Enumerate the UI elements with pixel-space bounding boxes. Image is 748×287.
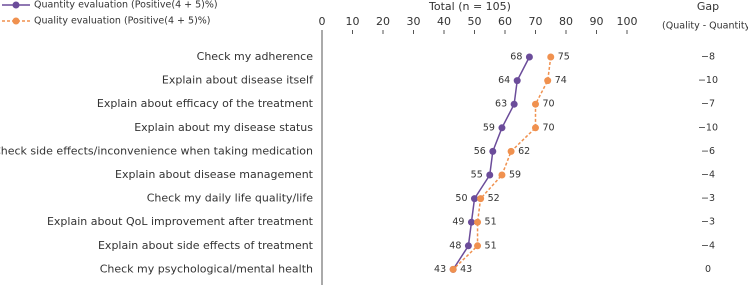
gap-subtitle: (Quality - Quantity) (662, 21, 748, 32)
category-label: Explain about disease itself (162, 74, 314, 87)
point (486, 171, 494, 179)
x-tick-label: 0 (319, 15, 326, 28)
data-label: 62 (518, 146, 530, 157)
point (474, 242, 482, 250)
data-label: 43 (434, 264, 446, 275)
data-label: 50 (455, 193, 467, 204)
gap-label: −3 (701, 217, 715, 228)
point (498, 124, 506, 132)
data-label: 51 (485, 217, 497, 228)
chart-title: Total (n = 105) (428, 0, 511, 13)
point (474, 218, 482, 226)
category-label: Explain about disease management (115, 168, 314, 181)
gap-title: Gap (697, 0, 719, 13)
point (489, 147, 497, 155)
point (467, 218, 475, 226)
gap-label: −8 (701, 52, 715, 63)
category-label: Explain about QoL improvement after trea… (47, 215, 314, 228)
data-label: 74 (555, 75, 567, 86)
category-label: Check my adherence (197, 50, 314, 63)
data-label: 52 (488, 193, 500, 204)
gap-label: −4 (701, 240, 715, 251)
point (532, 100, 539, 108)
series-line (452, 56, 531, 270)
point (498, 171, 506, 179)
data-label: 43 (460, 264, 472, 275)
series-line (452, 56, 552, 270)
legend-marker (12, 17, 20, 25)
data-label: 70 (543, 99, 555, 110)
data-label: 59 (483, 122, 495, 133)
category-label: Explain about side effects of treatment (98, 239, 314, 252)
data-label: 63 (495, 99, 507, 110)
data-label: 70 (543, 122, 555, 133)
category-label: Explain about my disease status (134, 121, 313, 134)
point (525, 53, 533, 61)
x-tick-label: 80 (559, 15, 573, 28)
category-label: Explain about efficacy of the treatment (97, 97, 314, 110)
point (544, 77, 552, 85)
data-label: 51 (485, 240, 497, 251)
x-tick-label: 90 (590, 15, 604, 28)
point (471, 195, 478, 203)
category-label: Check my psychological/mental health (100, 262, 313, 275)
point (477, 195, 485, 203)
gap-label: −10 (698, 75, 718, 86)
x-tick-label: 50 (468, 15, 482, 28)
data-label: 56 (474, 146, 486, 157)
legend-marker (12, 1, 20, 9)
point (547, 53, 555, 61)
data-label: 68 (510, 52, 522, 63)
gap-label: −10 (698, 122, 718, 133)
x-tick-label: 20 (376, 15, 390, 28)
x-tick-label: 70 (529, 15, 543, 28)
x-tick-label: 10 (346, 15, 360, 28)
gap-label: −7 (701, 99, 715, 110)
data-label: 48 (449, 240, 461, 251)
point (510, 100, 518, 108)
x-tick-label: 30 (407, 15, 421, 28)
category-label: Check side effects/inconvenience when ta… (0, 144, 313, 157)
legend-label: Quantity evaluation (Positive(4 + 5)%) (34, 0, 218, 11)
category-label: Check my daily life quality/life (147, 192, 313, 205)
x-tick-label: 60 (498, 15, 512, 28)
point (464, 242, 472, 250)
data-label: 49 (452, 217, 464, 228)
data-label: 59 (509, 170, 521, 181)
gap-label: −6 (701, 146, 715, 157)
point (449, 265, 457, 273)
gap-label: 0 (705, 264, 711, 275)
x-tick-label: 100 (617, 15, 638, 28)
gap-label: −4 (701, 170, 715, 181)
data-label: 75 (558, 52, 570, 63)
data-label: 55 (471, 170, 483, 181)
point (532, 124, 539, 132)
legend-label: Quality evaluation (Positive(4 + 5)%) (34, 16, 211, 27)
point (513, 77, 521, 85)
x-tick-label: 40 (437, 15, 451, 28)
point (507, 147, 515, 155)
gap-label: −3 (701, 193, 715, 204)
data-label: 64 (498, 75, 510, 86)
